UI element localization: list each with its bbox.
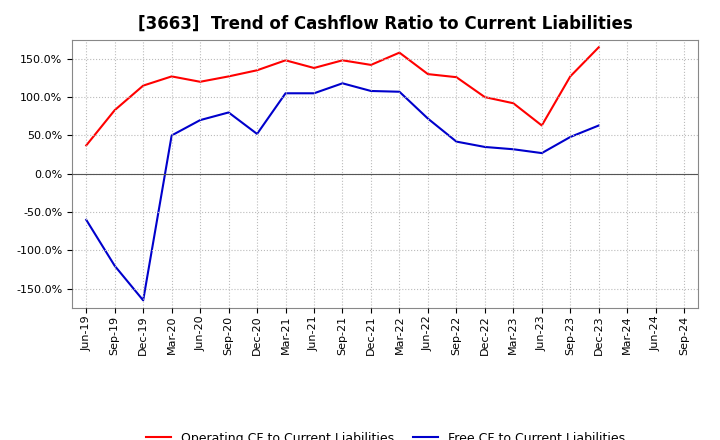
Operating CF to Current Liabilities <box>310 65 318 70</box>
Title: [3663]  Trend of Cashflow Ratio to Current Liabilities: [3663] Trend of Cashflow Ratio to Curren… <box>138 15 633 33</box>
Line: Free CF to Current Liabilities: Free CF to Current Liabilities <box>86 83 599 301</box>
Operating CF to Current Liabilities <box>338 58 347 63</box>
Free CF to Current Liabilities <box>82 217 91 223</box>
Free CF to Current Liabilities <box>595 123 603 128</box>
Free CF to Current Liabilities <box>167 133 176 138</box>
Operating CF to Current Liabilities <box>167 74 176 79</box>
Operating CF to Current Liabilities <box>480 95 489 100</box>
Line: Operating CF to Current Liabilities: Operating CF to Current Liabilities <box>86 47 599 146</box>
Free CF to Current Liabilities <box>253 131 261 136</box>
Free CF to Current Liabilities <box>566 134 575 139</box>
Operating CF to Current Liabilities <box>537 123 546 128</box>
Operating CF to Current Liabilities <box>110 107 119 113</box>
Free CF to Current Liabilities <box>282 91 290 96</box>
Operating CF to Current Liabilities <box>366 62 375 68</box>
Free CF to Current Liabilities <box>509 147 518 152</box>
Free CF to Current Liabilities <box>196 117 204 123</box>
Operating CF to Current Liabilities <box>566 74 575 79</box>
Operating CF to Current Liabilities <box>452 74 461 80</box>
Operating CF to Current Liabilities <box>253 68 261 73</box>
Free CF to Current Liabilities <box>366 88 375 94</box>
Free CF to Current Liabilities <box>139 298 148 303</box>
Operating CF to Current Liabilities <box>139 83 148 88</box>
Operating CF to Current Liabilities <box>82 143 91 148</box>
Free CF to Current Liabilities <box>423 116 432 121</box>
Free CF to Current Liabilities <box>452 139 461 144</box>
Free CF to Current Liabilities <box>225 110 233 115</box>
Free CF to Current Liabilities <box>537 150 546 156</box>
Operating CF to Current Liabilities <box>395 50 404 55</box>
Operating CF to Current Liabilities <box>595 44 603 50</box>
Free CF to Current Liabilities <box>310 91 318 96</box>
Operating CF to Current Liabilities <box>282 58 290 63</box>
Operating CF to Current Liabilities <box>196 79 204 84</box>
Free CF to Current Liabilities <box>110 263 119 268</box>
Legend: Operating CF to Current Liabilities, Free CF to Current Liabilities: Operating CF to Current Liabilities, Fre… <box>140 427 630 440</box>
Operating CF to Current Liabilities <box>225 74 233 79</box>
Operating CF to Current Liabilities <box>423 71 432 77</box>
Free CF to Current Liabilities <box>338 81 347 86</box>
Free CF to Current Liabilities <box>480 144 489 150</box>
Operating CF to Current Liabilities <box>509 101 518 106</box>
Free CF to Current Liabilities <box>395 89 404 95</box>
